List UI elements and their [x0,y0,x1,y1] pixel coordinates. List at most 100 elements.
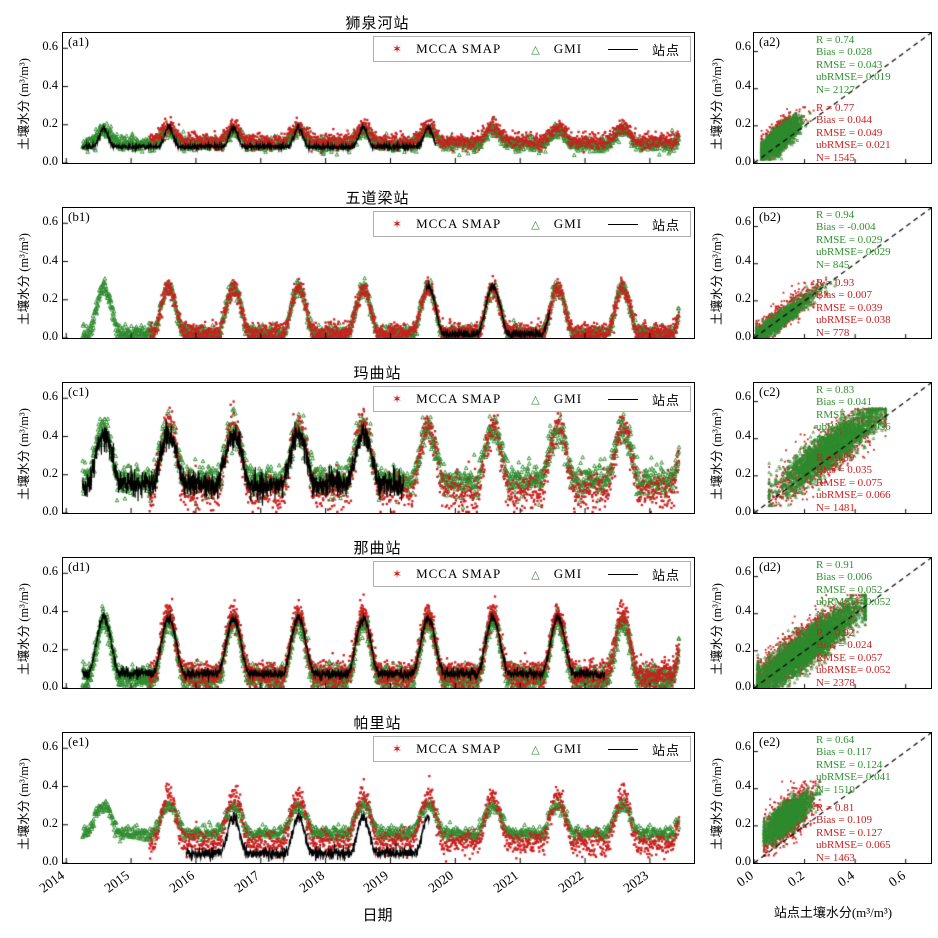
line-marker-icon [608,573,639,575]
legend-mcca-label: MCCA SMAP [416,41,502,56]
scatter-canvas [754,383,931,513]
sc-y-tick-label: 0.0 [735,854,751,868]
sc-y-tick-label: 0.0 [735,504,751,518]
stats-gmi: R = 0.64 Bias = 0.117 RMSE = 0.124 ubRMS… [816,734,891,796]
sc-y-tick-label: 0.2 [735,115,751,130]
sc-y-axis-label: 土壤水分 (m³/m³) [710,233,724,325]
sc-y-tick-label: 0.2 [735,290,751,305]
stat-line: Bias = -0.004 [816,221,876,234]
scatter-panel: (d2) R = 0.91 Bias = 0.006 RMSE = 0.052 … [753,557,932,689]
legend-station-label: 站点 [652,567,681,583]
ts-y-tick-label: 0.4 [42,77,58,92]
sc-y-tick-label: 0.6 [735,214,751,229]
stat-line: Bias = 0.041 [816,396,873,409]
stat-line: Bias = 0.117 [816,746,872,759]
stats-block: R = 0.94 Bias = -0.004 RMSE = 0.029 ubRM… [816,209,891,339]
time-series-panel: (b1) ✶ MCCA SMAP △ GMI 站点 [62,207,695,339]
line-marker-icon [608,48,639,50]
ts-y-tick-label: 0.4 [42,602,58,617]
ts-y-tick-label: 0.0 [42,154,58,168]
legend-station-label: 站点 [652,217,681,233]
ts-y-tick-label: 0.4 [42,427,58,442]
stat-line: RMSE = 0.039 [816,301,883,314]
station-title: 狮泉河站 [345,16,410,32]
star-marker-icon: ✶ [392,741,403,756]
legend: ✶ MCCA SMAP △ GMI 站点 [373,36,691,62]
ts-y-tick-label: 0.6 [42,214,58,229]
legend: ✶ MCCA SMAP △ GMI 站点 [373,736,691,762]
figure-row: 那曲站 土壤水分 (m³/m³) (d1) ✶ MCCA SMAP △ GMI … [0,537,938,712]
sc-y-tick-label: 0.6 [735,389,751,404]
legend-mcca-label: MCCA SMAP [416,741,502,756]
scatter-panel: (b2) R = 0.94 Bias = -0.004 RMSE = 0.029… [753,207,932,339]
sc-y-tick-label: 0.6 [735,39,751,54]
legend-mcca-label: MCCA SMAP [416,391,502,406]
triangle-marker-icon: △ [531,43,540,56]
stats-mcca: R = 0.77 Bias = 0.044 RMSE = 0.049 ubRMS… [816,102,891,164]
sc-y-axis-label: 土壤水分 (m³/m³) [710,408,724,500]
stat-line: ubRMSE= 0.065 [816,839,891,852]
stat-line: ubRMSE= 0.021 [816,139,891,152]
sc-y-tick-label: 0.0 [735,329,751,343]
ts-y-axis-label: 土壤水分 (m³/m³) [17,408,31,500]
triangle-marker-icon: △ [531,218,540,231]
stat-line: R = 0.92 [816,627,855,640]
scatter-x-axis-label: 站点土壤水分(m³/m³) [773,905,893,920]
triangle-marker-icon: △ [531,568,540,581]
star-marker-icon: ✶ [392,566,403,581]
stat-line: ubRMSE= 0.056 [816,421,891,434]
stat-line: RMSE = 0.075 [816,476,883,489]
station-title: 玛曲站 [353,366,402,382]
stat-line: R = 0.81 [816,802,855,815]
stat-line: R = 0.91 [816,559,855,571]
stat-line: R = 0.93 [816,277,855,290]
sc-y-tick-label: 0.2 [735,465,751,480]
time-series-panel: (a1) ✶ MCCA SMAP △ GMI 站点 [62,32,695,164]
sc-y-tick-label: 0.6 [735,564,751,579]
panel-label: (d2) [759,559,781,574]
line-marker-icon [608,398,639,400]
stat-line: ubRMSE= 0.029 [816,246,891,259]
stat-line: ubRMSE= 0.052 [816,596,891,609]
stat-line: R = 0.77 [816,102,855,115]
sc-y-tick-label: 0.4 [735,602,751,617]
stat-line: R = 0.74 [816,34,855,46]
legend-mcca-label: MCCA SMAP [416,216,502,231]
stat-line: ubRMSE= 0.019 [816,71,891,84]
stats-mcca: R = 0.92 Bias = 0.024 RMSE = 0.057 ubRMS… [816,627,891,689]
stat-line: Bias = 0.035 [816,464,873,477]
panel-label: (e1) [68,734,89,749]
sc-y-tick-label: 0.0 [735,154,751,168]
panel-label: (a2) [759,34,780,49]
legend-gmi-label: GMI [553,741,583,756]
figure-row: 帕里站 土壤水分 (m³/m³) (e1) ✶ MCCA SMAP △ GMI … [0,712,938,887]
panel-label: (b2) [759,209,781,224]
line-marker-icon [608,748,639,750]
stat-line: N= 3003 [816,608,855,621]
sc-y-tick-label: 0.4 [735,427,751,442]
time-series-panel: (d1) ✶ MCCA SMAP △ GMI 站点 [62,557,695,689]
stats-gmi: R = 0.94 Bias = -0.004 RMSE = 0.029 ubRM… [816,209,891,271]
line-marker-icon [608,223,639,225]
panel-label: (c2) [759,384,780,399]
stat-line: RMSE = 0.043 [816,58,883,71]
stat-line: RMSE = 0.052 [816,583,883,596]
scatter-canvas [754,558,931,688]
stat-line: ubRMSE= 0.041 [816,771,891,784]
stat-line: Bias = 0.024 [816,639,873,652]
ts-y-tick-label: 0.0 [42,679,58,693]
ts-y-tick-label: 0.2 [42,640,58,655]
ts-y-tick-label: 0.6 [42,564,58,579]
triangle-marker-icon: △ [531,743,540,756]
ts-y-tick-label: 0.6 [42,39,58,54]
ts-y-tick-label: 0.2 [42,815,58,830]
stat-line: N= 845 [816,258,850,271]
stat-line: ubRMSE= 0.066 [816,489,891,502]
stat-line: Bias = 0.006 [816,571,873,584]
ts-y-tick-label: 0.2 [42,290,58,305]
ts-y-tick-label: 0.4 [42,252,58,267]
stat-line: RMSE = 0.049 [816,126,883,139]
stats-gmi: R = 0.74 Bias = 0.028 RMSE = 0.043 ubRMS… [816,34,891,96]
triangle-marker-icon: △ [531,393,540,406]
sc-y-tick-label: 0.2 [735,640,751,655]
